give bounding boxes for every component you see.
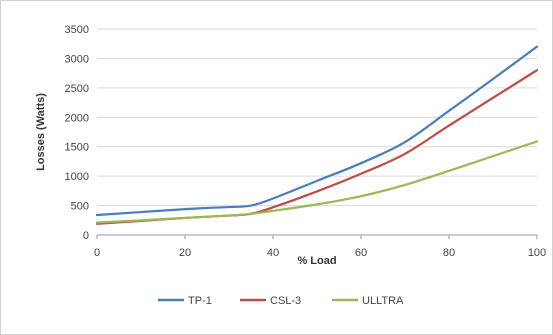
x-tick-label: 20 <box>179 247 191 259</box>
y-tick-label: 3000 <box>65 53 89 65</box>
y-axis-title: Losses (Watts) <box>35 93 47 171</box>
x-tick-label: 100 <box>528 247 546 259</box>
series-line-tp-1 <box>95 45 539 217</box>
axes <box>96 234 538 239</box>
tick-labels: 0 500 1000 1500 2000 2500 3000 3500 0 20 40 60 80 100 <box>65 24 547 259</box>
legend: TP-1 CSL-3 ULLTRA <box>158 295 404 307</box>
legend-label-ulltra: ULLTRA <box>362 295 404 307</box>
gridlines <box>97 28 537 207</box>
series-line-ulltra <box>95 140 539 224</box>
legend-label-csl-3: CSL-3 <box>270 295 301 307</box>
y-tick-label: 3500 <box>65 24 89 36</box>
legend-label-tp-1: TP-1 <box>188 295 212 307</box>
y-tick-label: 500 <box>71 201 89 213</box>
y-tick-label: 0 <box>83 230 89 242</box>
x-tick-label: 0 <box>94 247 100 259</box>
y-tick-label: 1500 <box>65 142 89 154</box>
x-tick-label: 60 <box>355 247 367 259</box>
y-tick-label: 1000 <box>65 171 89 183</box>
y-tick-label: 2000 <box>65 112 89 124</box>
x-tick-label: 40 <box>267 247 279 259</box>
x-axis-title: % Load <box>297 255 336 267</box>
series-lines <box>95 45 539 225</box>
y-tick-label: 2500 <box>65 83 89 95</box>
x-tick-label: 80 <box>443 247 455 259</box>
